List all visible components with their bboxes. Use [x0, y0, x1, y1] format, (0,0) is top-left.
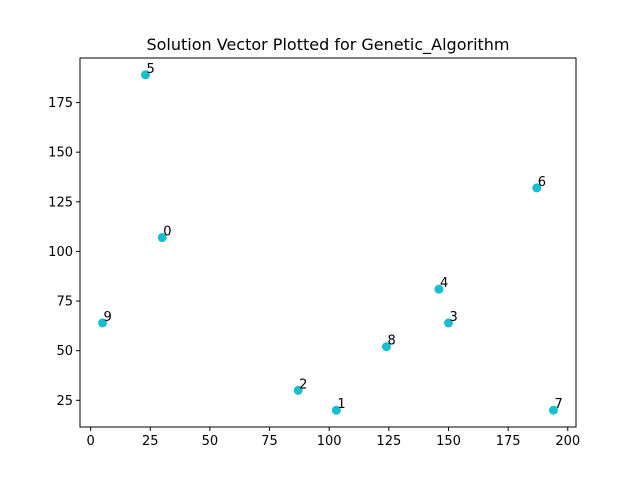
- point-label-6: 6: [538, 175, 546, 190]
- axes-frame: [79, 57, 577, 428]
- y-tick-label: 75: [56, 295, 73, 310]
- data-point-3: [443, 318, 453, 328]
- data-point-7: [548, 405, 558, 415]
- data-point-5: [140, 70, 150, 80]
- y-tick-label: 25: [56, 394, 73, 409]
- x-tick-label: 0: [86, 434, 94, 449]
- x-tick-label: 175: [496, 434, 521, 449]
- y-tick-label: 150: [48, 146, 73, 161]
- y-tick-label: 100: [48, 245, 73, 260]
- point-label-3: 3: [449, 310, 457, 325]
- data-point-1: [331, 405, 341, 415]
- point-label-4: 4: [440, 276, 448, 291]
- data-point-4: [434, 284, 444, 294]
- x-tick-label: 75: [261, 434, 278, 449]
- y-tick-label: 125: [48, 195, 73, 210]
- point-label-8: 8: [387, 334, 395, 349]
- y-tick-label: 50: [56, 344, 73, 359]
- data-point-2: [293, 385, 303, 395]
- data-point-8: [381, 342, 391, 352]
- point-label-7: 7: [554, 397, 562, 412]
- point-label-5: 5: [146, 62, 154, 77]
- y-tick-label: 175: [48, 96, 73, 111]
- x-tick-label: 50: [202, 434, 219, 449]
- chart-title: Solution Vector Plotted for Genetic_Algo…: [146, 35, 509, 55]
- x-tick-label: 200: [555, 434, 580, 449]
- point-label-2: 2: [299, 377, 307, 392]
- point-label-9: 9: [104, 310, 112, 325]
- point-label-0: 0: [163, 225, 171, 240]
- data-point-0: [157, 233, 167, 243]
- x-tick-label: 100: [317, 434, 342, 449]
- x-tick-label: 150: [436, 434, 461, 449]
- data-point-9: [98, 318, 108, 328]
- plot-area: 0 25 50 75 100 125 150 175 200255075100125150175…: [48, 57, 580, 449]
- point-label-1: 1: [337, 397, 345, 412]
- data-point-6: [532, 183, 542, 193]
- x-tick-label: 125: [376, 434, 401, 449]
- x-tick-label: 25: [142, 434, 159, 449]
